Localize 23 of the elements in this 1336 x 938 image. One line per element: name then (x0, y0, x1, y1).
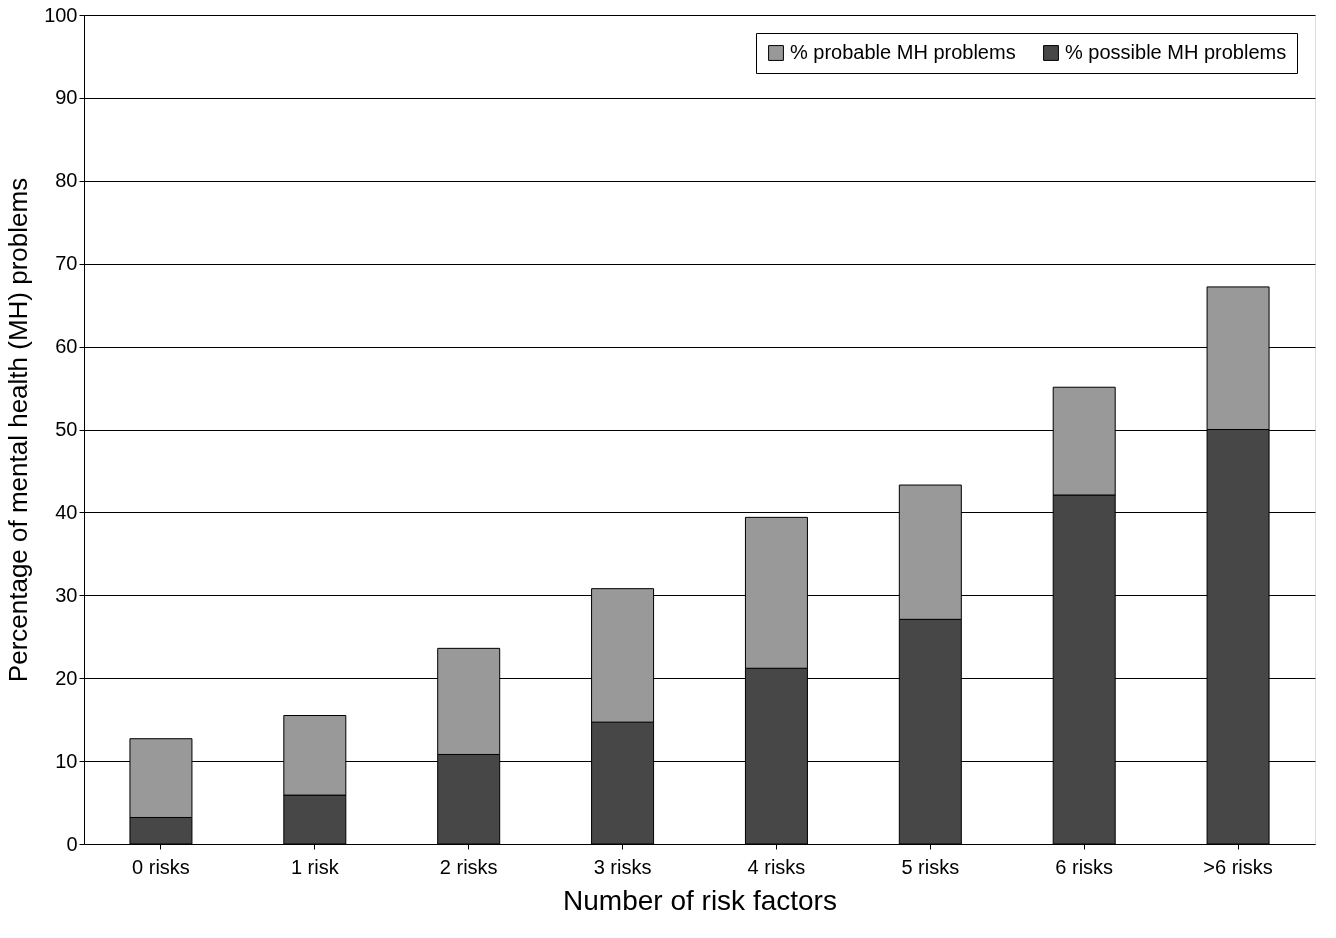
legend-label: % probable MH problems (790, 41, 1016, 63)
x-tick-label: 0 risks (132, 855, 190, 878)
x-tick-label: 6 risks (1055, 855, 1114, 878)
y-tick-label: 10 (55, 749, 78, 772)
legend-label: % possible MH problems (1065, 41, 1287, 63)
y-axis-title: Percentage of mental health (MH) problems (3, 177, 34, 683)
x-tick-label: 1 risk (290, 855, 340, 878)
y-tick-label: 90 (55, 86, 78, 109)
y-tick-label: 50 (55, 418, 78, 440)
y-tick-label: 100 (44, 3, 78, 26)
x-tick-label: >6 risks (1203, 855, 1273, 878)
y-tick-label: 30 (55, 583, 78, 606)
y-tick-label: 0 (66, 832, 78, 855)
x-tick-label: 2 risks (439, 855, 498, 878)
y-tick-label: 60 (55, 335, 78, 358)
y-tick-label: 20 (55, 666, 78, 689)
y-tick-label: 40 (55, 500, 78, 523)
y-tick-label: 70 (55, 252, 78, 275)
x-tick-label: 4 risks (747, 855, 806, 878)
x-axis-title: Number of risk factors (563, 884, 837, 916)
y-tick-label: 80 (55, 169, 78, 192)
x-tick-label: 3 risks (593, 855, 652, 878)
x-tick-label: 5 risks (901, 855, 960, 878)
